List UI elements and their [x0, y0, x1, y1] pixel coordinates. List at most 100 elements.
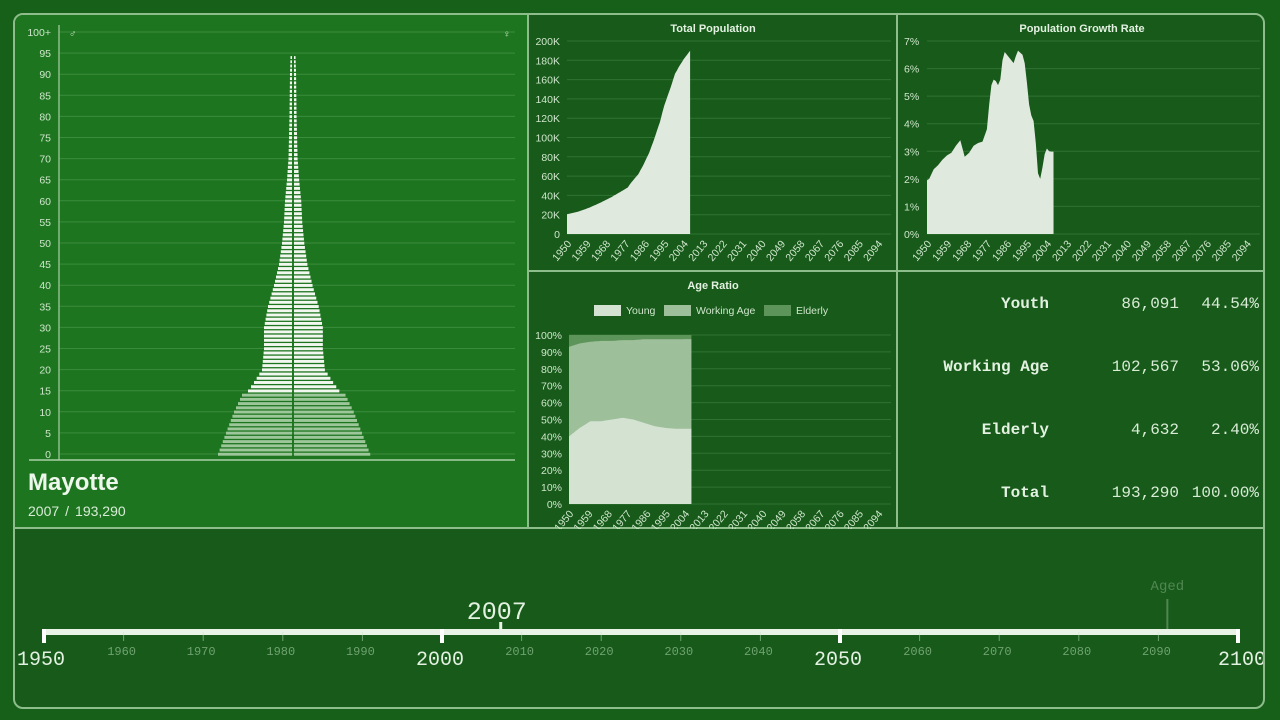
female-bar	[294, 385, 337, 389]
male-bar	[266, 313, 292, 317]
minor-year-label[interactable]: 1990	[346, 645, 375, 659]
legend-swatch-working-age	[664, 305, 691, 316]
female-bar	[294, 406, 352, 410]
male-bar	[289, 136, 292, 140]
male-bar	[286, 186, 292, 190]
major-tick	[1236, 629, 1240, 643]
male-bar	[264, 338, 292, 342]
major-year-label[interactable]: 2050	[814, 649, 862, 672]
age-tick-label: 100+	[27, 27, 51, 39]
female-bar	[294, 216, 303, 220]
male-bar	[242, 393, 292, 397]
female-bar	[294, 351, 324, 355]
female-bar	[294, 271, 310, 275]
male-bar	[262, 359, 292, 363]
female-bar	[294, 89, 297, 93]
major-year-label[interactable]: 2000	[416, 649, 464, 672]
male-bar	[259, 372, 292, 376]
minor-year-label[interactable]: 2030	[664, 645, 693, 659]
male-bar	[289, 77, 292, 81]
total-population-panel: Total Population 0 20K 40K 60K 80K 100K 120K 140…	[529, 15, 898, 272]
major-year-label[interactable]: 1950	[17, 649, 65, 672]
female-bar	[294, 98, 297, 102]
male-bar	[289, 89, 292, 93]
female-bar	[294, 279, 312, 283]
minor-year-label[interactable]: 2070	[983, 645, 1012, 659]
male-bar	[282, 233, 292, 237]
minor-year-label[interactable]: 2010	[505, 645, 534, 659]
male-bar	[289, 127, 292, 131]
year-timeline-slider[interactable]: 1950 2000 2050 2100 1960 1970 1980 1990 2010 2020…	[15, 529, 1265, 709]
female-bar	[294, 102, 297, 106]
age-tick-label: 0	[45, 449, 51, 461]
male-bar	[290, 72, 292, 76]
female-bar	[294, 81, 297, 85]
row-label: Total	[1000, 484, 1049, 502]
pyramid-bars	[218, 56, 371, 456]
minor-year-label[interactable]: 1970	[187, 645, 216, 659]
male-bar	[289, 115, 292, 119]
x-tick-label: 1977	[970, 238, 994, 264]
female-bar	[294, 195, 301, 199]
x-tick-label: 1986	[628, 238, 652, 264]
minor-year-label[interactable]: 1980	[266, 645, 295, 659]
year-timeline-panel[interactable]: 1950 2000 2050 2100 1960 1970 1980 1990 2010 2020…	[15, 529, 1265, 709]
female-bar	[294, 77, 297, 81]
male-bar	[229, 423, 292, 427]
population-total: 193,290	[75, 503, 126, 519]
major-year-label[interactable]: 2100	[1218, 649, 1265, 672]
male-bar	[264, 330, 292, 334]
y-tick-label: 60%	[541, 398, 562, 410]
female-bar	[294, 170, 299, 173]
selected-year: 2007	[28, 503, 60, 519]
current-year-handle[interactable]	[499, 622, 503, 630]
summary-row-youth: Youth 86,091 44.54%	[898, 295, 1263, 319]
male-bar	[288, 144, 292, 148]
y-tick-label: 10%	[541, 482, 562, 494]
female-bar	[294, 233, 304, 237]
female-bar	[294, 136, 298, 140]
row-label: Youth	[1000, 295, 1049, 313]
male-bar	[263, 351, 292, 355]
minor-year-label[interactable]: 2060	[903, 645, 932, 659]
y-tick-label: 60K	[541, 171, 560, 183]
minor-year-label[interactable]: 2040	[744, 645, 773, 659]
minor-year-label[interactable]: 2080	[1062, 645, 1091, 659]
female-bar	[294, 300, 318, 304]
timeline-track[interactable]	[44, 629, 1238, 635]
minor-year-label[interactable]: 2090	[1142, 645, 1171, 659]
female-bar	[294, 431, 362, 435]
x-tick-label: 2094	[861, 508, 885, 529]
male-icon: ♂	[69, 29, 77, 40]
male-bar	[290, 56, 292, 60]
male-bar	[274, 283, 292, 287]
row-percent: 2.40%	[1210, 421, 1259, 439]
x-tick-label: 2022	[1070, 238, 1094, 264]
x-tick-label: 1950	[910, 238, 934, 264]
female-bar	[294, 452, 371, 456]
female-bar	[294, 224, 303, 228]
y-tick-label: 5%	[904, 91, 919, 103]
female-bar	[294, 110, 297, 114]
female-bar	[294, 364, 325, 368]
y-tick-label: 70%	[541, 381, 562, 393]
age-tick-label: 45	[39, 259, 51, 271]
age-tick-label: 65	[39, 175, 51, 187]
summary-row-elderly: Elderly 4,632 2.40%	[898, 421, 1263, 445]
male-bar	[234, 410, 292, 414]
female-bar	[294, 435, 364, 439]
female-bar	[294, 381, 334, 384]
x-tick-label: 2013	[1050, 238, 1074, 264]
legend-swatch-elderly	[764, 305, 791, 316]
female-bar	[294, 292, 316, 296]
minor-year-label[interactable]: 2020	[585, 645, 614, 659]
age-tick-label: 75	[39, 133, 51, 145]
row-value: 102,567	[1111, 358, 1179, 376]
row-value: 86,091	[1121, 295, 1179, 313]
male-bar	[271, 292, 292, 296]
legend-swatch-young	[594, 305, 621, 316]
y-tick-label: 3%	[904, 146, 919, 158]
female-bar	[294, 359, 325, 363]
minor-year-label[interactable]: 1960	[107, 645, 136, 659]
male-bar	[240, 397, 292, 401]
